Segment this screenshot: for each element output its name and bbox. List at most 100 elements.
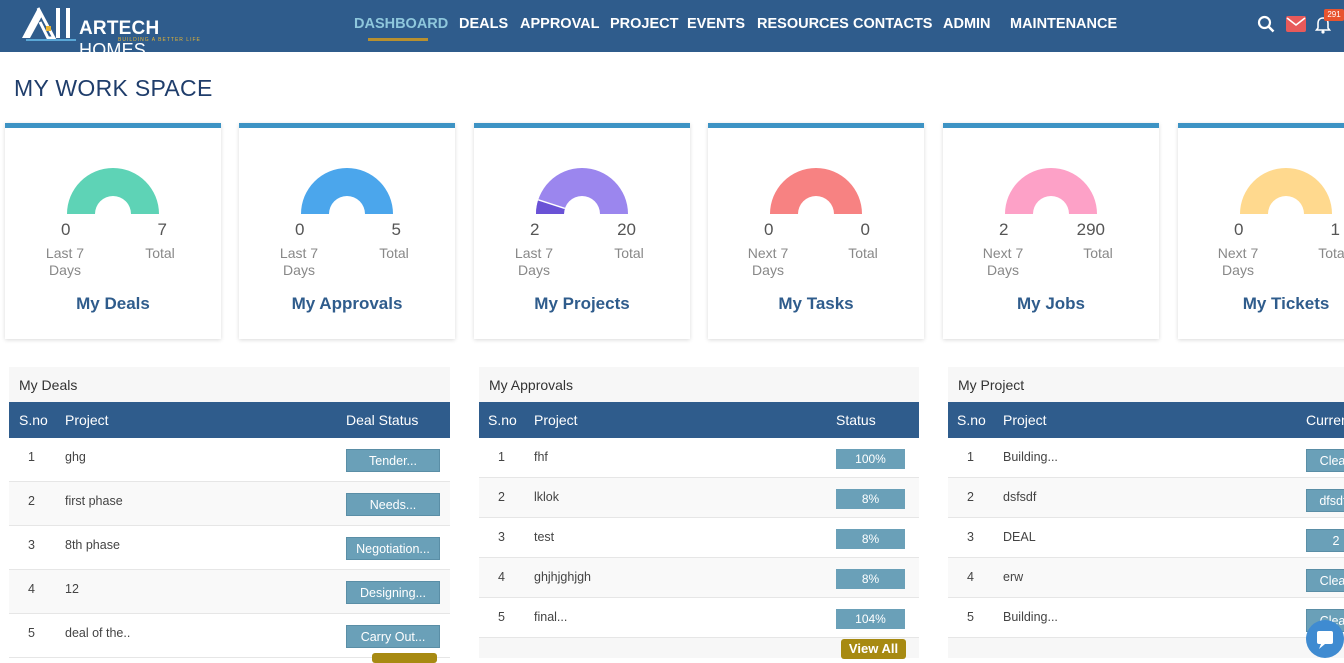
approvals-panel-title: My Approvals: [489, 377, 574, 393]
row-project: dsfsdf: [1003, 490, 1037, 504]
nav-events[interactable]: EVENTS: [687, 16, 746, 32]
gauge-chart: [1005, 168, 1097, 214]
right-value: 0: [860, 220, 870, 239]
nav-approval[interactable]: APPROVAL: [520, 16, 600, 32]
card-my-deals[interactable]: 0 7 Last 7 Days Total My Deals: [5, 123, 221, 339]
row-project: lklok: [534, 490, 560, 504]
row-status[interactable]: dfsdfs: [1306, 489, 1344, 512]
row-status[interactable]: Cleari: [1306, 569, 1344, 592]
row-project: ghjhjghjgh: [534, 570, 591, 584]
left-value: 0: [1234, 220, 1244, 239]
card-my-tickets[interactable]: 0 1 Next 7 Days Total My Tickets: [1178, 123, 1344, 339]
gauge-chart: [1240, 168, 1332, 214]
col-project: Project: [1003, 412, 1047, 428]
nav-deals[interactable]: DEALS: [459, 16, 509, 32]
gauge-chart: [770, 168, 862, 214]
row-status[interactable]: Cleari: [1306, 449, 1344, 472]
row-sno: 4: [28, 582, 35, 596]
row-project: fhf: [534, 450, 548, 464]
mail-icon[interactable]: [1286, 16, 1306, 37]
row-sno: 1: [967, 450, 974, 464]
notification-badge: 291: [1324, 9, 1344, 21]
row-status[interactable]: Designing...: [346, 581, 440, 604]
nav-resources[interactable]: RESOURCES: [757, 16, 849, 32]
row-status[interactable]: Carry Out...: [346, 625, 440, 648]
gauge-remaining-arc: [1240, 168, 1332, 214]
chat-icon: [1317, 631, 1333, 649]
card-my-projects[interactable]: 2 20 Last 7 Days Total My Projects: [474, 123, 690, 339]
row-status[interactable]: 2: [1306, 529, 1344, 552]
table-row[interactable]: 5 deal of the.. Carry Out...: [9, 614, 450, 658]
card-my-tasks[interactable]: 0 0 Next 7 Days Total My Tasks: [708, 123, 924, 339]
row-status[interactable]: 100%: [836, 449, 905, 469]
nav-dashboard[interactable]: DASHBOARD: [354, 16, 449, 32]
table-row[interactable]: 2 dsfsdf dfsdfs: [948, 478, 1344, 518]
nav-contacts[interactable]: CONTACTS: [853, 16, 933, 32]
row-status[interactable]: 8%: [836, 529, 905, 549]
table-row[interactable]: 3 8th phase Negotiation...: [9, 526, 450, 570]
approvals-view-all-button[interactable]: View All: [841, 639, 906, 659]
right-value: 5: [391, 220, 401, 239]
table-row[interactable]: 4 ghjhjghjgh 8%: [479, 558, 919, 598]
table-row[interactable]: 3 DEAL 2: [948, 518, 1344, 558]
row-project: final...: [534, 610, 568, 624]
row-project: 12: [65, 582, 79, 596]
col-sno: S.no: [19, 412, 48, 428]
row-status[interactable]: Needs...: [346, 493, 440, 516]
row-status[interactable]: 8%: [836, 569, 905, 589]
row-sno: 2: [28, 494, 35, 508]
right-label: Total: [1083, 245, 1113, 261]
row-sno: 5: [498, 610, 505, 624]
right-label: Total: [614, 245, 644, 261]
row-status[interactable]: 8%: [836, 489, 905, 509]
table-row[interactable]: 1 fhf 100%: [479, 438, 919, 478]
row-sno: 5: [28, 626, 35, 640]
row-sno: 1: [28, 450, 35, 464]
deals-view-all-button[interactable]: [372, 653, 437, 663]
left-label: Last 7 Days: [514, 245, 554, 278]
chat-widget-button[interactable]: [1306, 620, 1344, 658]
table-row[interactable]: 1 Building... Cleari: [948, 438, 1344, 478]
row-status[interactable]: Tender...: [346, 449, 440, 472]
card-my-approvals[interactable]: 0 5 Last 7 Days Total My Approvals: [239, 123, 455, 339]
left-value: 0: [295, 220, 305, 239]
deals-panel: My Deals S.no Project Deal Status 1 ghg Te…: [9, 367, 450, 663]
gauge-remaining-arc: [536, 168, 628, 214]
left-value: 0: [764, 220, 774, 239]
right-value: 20: [617, 220, 636, 239]
row-project: test: [534, 530, 555, 544]
row-status[interactable]: Negotiation...: [346, 537, 440, 560]
table-row[interactable]: 4 erw Cleari: [948, 558, 1344, 598]
table-row[interactable]: 4 12 Designing...: [9, 570, 450, 614]
top-navigation-bar: ARTECH HOMES BUILDING A BETTER LIFE DASH…: [0, 0, 1344, 60]
page-title: MY WORK SPACE: [14, 75, 213, 101]
gauge-remaining-arc: [67, 168, 159, 214]
search-icon[interactable]: [1257, 15, 1275, 38]
table-row[interactable]: 3 test 8%: [479, 518, 919, 558]
row-sno: 1: [498, 450, 505, 464]
table-row[interactable]: 2 lklok 8%: [479, 478, 919, 518]
nav-admin[interactable]: ADMIN: [943, 16, 991, 32]
right-value: 1: [1330, 220, 1340, 239]
gauge-filled-arc: [536, 199, 565, 214]
row-sno: 2: [967, 490, 974, 504]
row-project: first phase: [65, 494, 123, 508]
table-row[interactable]: 5 final... 104%: [479, 598, 919, 638]
gauge-chart: [536, 168, 628, 214]
nav-project[interactable]: PROJECT: [610, 16, 679, 32]
row-status[interactable]: 104%: [836, 609, 905, 629]
card-my-jobs[interactable]: 2 290 Next 7 Days Total My Jobs: [943, 123, 1159, 339]
projects-panel: My Project S.no Project Curren 1 Building…: [948, 367, 1344, 658]
col-deal-status: Deal Status: [346, 412, 419, 428]
deals-panel-title: My Deals: [19, 377, 78, 393]
nav-maintenance[interactable]: MAINTENANCE: [1010, 16, 1118, 32]
left-label: Last 7 Days: [279, 245, 319, 278]
right-label: Total: [145, 245, 175, 261]
table-row[interactable]: 2 first phase Needs...: [9, 482, 450, 526]
col-project: Project: [65, 412, 109, 428]
active-nav-indicator: [368, 38, 428, 41]
logo-mark-icon: [22, 7, 76, 41]
table-row[interactable]: 1 ghg Tender...: [9, 438, 450, 482]
company-logo[interactable]: ARTECH HOMES BUILDING A BETTER LIFE: [18, 4, 208, 60]
